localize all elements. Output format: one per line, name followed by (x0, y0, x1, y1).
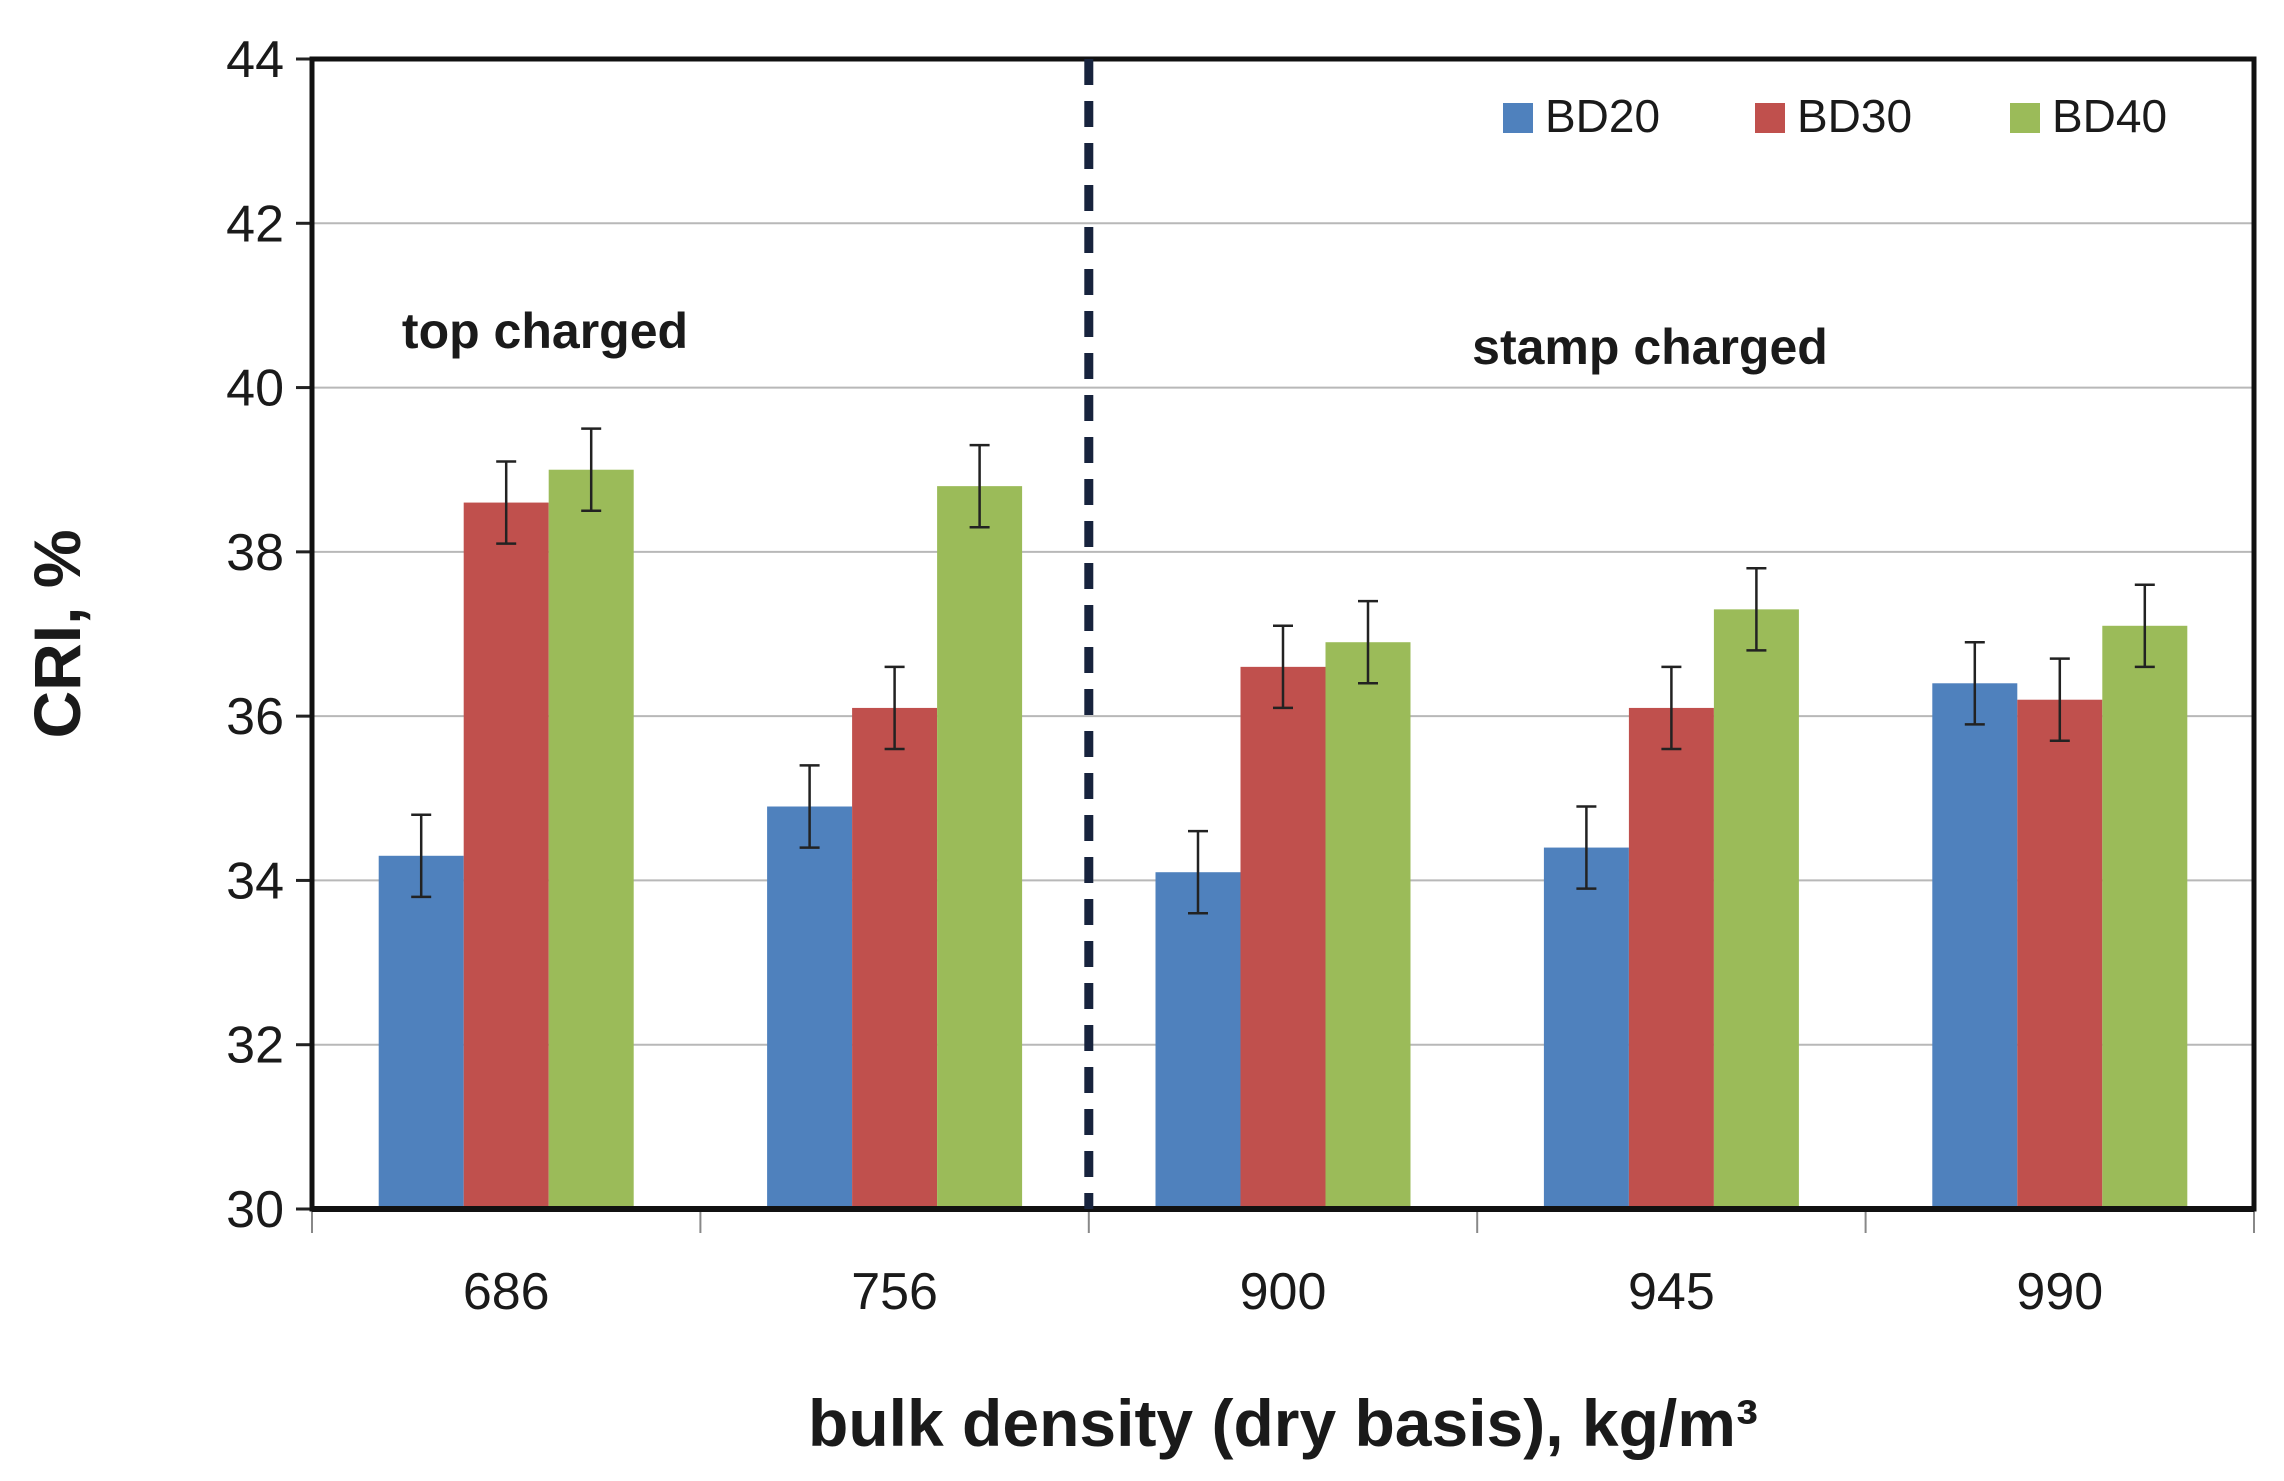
axis-layer (296, 56, 2257, 1233)
bar-bd30-686 (463, 502, 549, 1210)
x-tick-label: 990 (2016, 1263, 2103, 1321)
bar-bd30-900 (1240, 666, 1326, 1209)
bar-bd40-686 (548, 469, 634, 1209)
bar-layer (378, 469, 2188, 1210)
bar-bd40-900 (1325, 642, 1411, 1209)
legend: BD20 BD30 BD40 (1503, 90, 2167, 142)
bar-bd40-945 (1713, 609, 1799, 1209)
bar-bd30-990 (2017, 699, 2103, 1209)
legend-label-bd40: BD40 (2052, 90, 2167, 142)
x-tick-label: 756 (851, 1263, 938, 1321)
bar-bd20-990 (1932, 683, 2018, 1209)
legend-swatch-bd40 (2010, 103, 2040, 133)
bar-bd40-990 (2102, 625, 2188, 1209)
y-tick-label: 32 (226, 1017, 284, 1075)
bar-bd20-900 (1155, 872, 1241, 1209)
bar-bd20-945 (1543, 847, 1629, 1209)
annotation-top-charged: top charged (402, 303, 688, 359)
y-axis-title: CRI, % (20, 529, 94, 738)
x-tick-label: 900 (1240, 1263, 1327, 1321)
y-tick-label: 44 (226, 31, 284, 89)
error-bar-layer (411, 427, 2155, 915)
legend-label-bd30: BD30 (1797, 90, 1912, 142)
bar-bd20-686 (378, 855, 464, 1209)
legend-swatch-bd20 (1503, 103, 1533, 133)
legend-label-bd20: BD20 (1545, 90, 1660, 142)
y-tick-label: 34 (226, 852, 284, 910)
y-tick-label: 40 (226, 360, 284, 418)
y-tick-label: 36 (226, 688, 284, 746)
y-tick-label: 42 (226, 195, 284, 253)
bar-bd30-756 (852, 707, 938, 1209)
legend-swatch-bd30 (1755, 103, 1785, 133)
x-axis-title: bulk density (dry basis), kg/m³ (808, 1386, 1758, 1460)
x-tick-label: 686 (463, 1263, 550, 1321)
y-tick-label: 38 (226, 524, 284, 582)
bar-bd30-945 (1628, 707, 1714, 1209)
bar-bd40-756 (937, 486, 1023, 1210)
x-tick-label: 945 (1628, 1263, 1715, 1321)
y-tick-label: 30 (226, 1181, 284, 1239)
annotation-stamp-charged: stamp charged (1472, 319, 1828, 375)
label-layer: 30 32 34 36 38 40 42 44 686 756 900 945 990 (226, 31, 2103, 1321)
bar-bd20-756 (767, 806, 853, 1209)
